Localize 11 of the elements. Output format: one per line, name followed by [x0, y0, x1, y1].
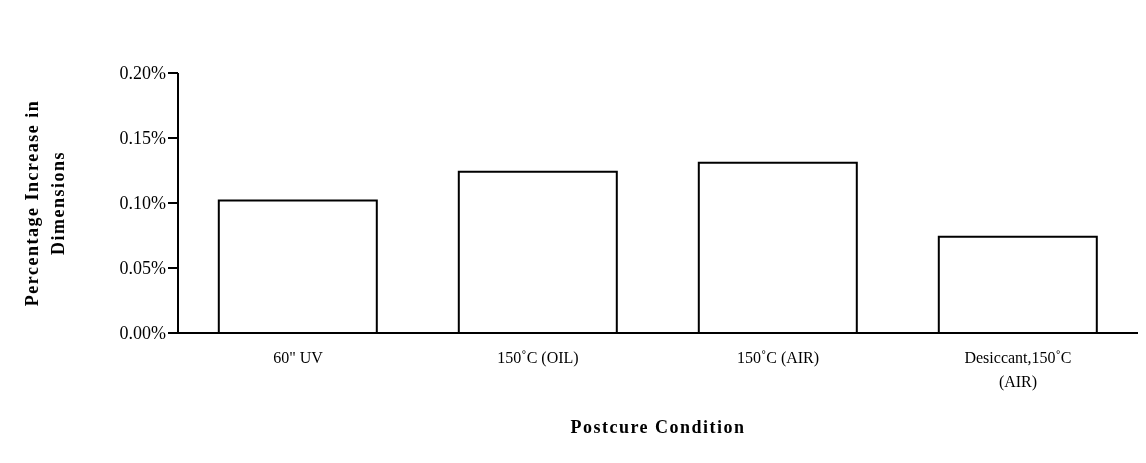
x-tick-label: 150˚C (AIR) [736, 349, 820, 367]
y-tick-label: 0.20% [119, 63, 166, 84]
x-axis-title: Postcure Condition [570, 417, 746, 437]
y-tick-label: 0.15% [119, 128, 166, 149]
x-tick-label: Desiccant,150˚C (AIR) [964, 349, 1072, 391]
y-axis-title: Percentage Increase in Dimensions [22, 99, 68, 307]
y-tick-label: 0.05% [119, 258, 166, 279]
y-tick-label: 0.00% [119, 323, 166, 344]
y-tick-label: 0.10% [119, 193, 166, 214]
x-tick-label: 150˚C (OIL) [497, 349, 579, 367]
x-tick-label: 60" UV [273, 349, 324, 366]
